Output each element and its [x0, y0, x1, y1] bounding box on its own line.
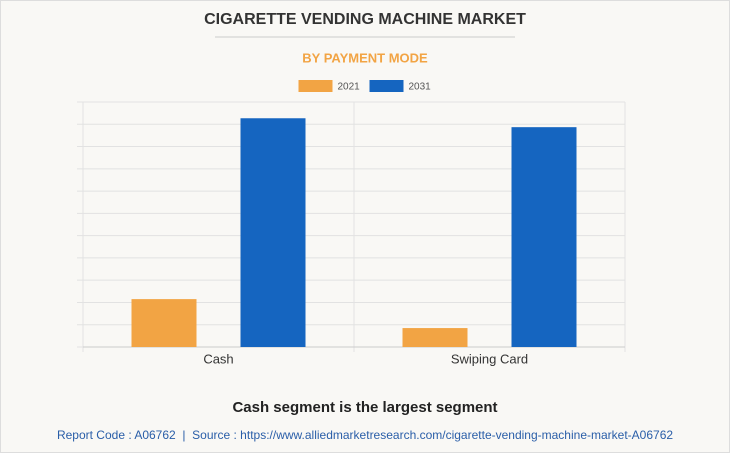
bar [131, 299, 197, 347]
legend-label: 2031 [409, 82, 432, 93]
legend-swatch [298, 80, 333, 92]
legend-label: 2021 [338, 82, 361, 93]
chart-subtitle: BY PAYMENT MODE [302, 50, 428, 65]
bar [511, 127, 577, 347]
caption: Cash segment is the largest segment [232, 399, 497, 416]
bar [240, 118, 306, 347]
x-tick-label: Swiping Card [451, 351, 528, 366]
footer: Report Code : A06762 | Source : https://… [57, 428, 673, 442]
chart-title: CIGARETTE VENDING MACHINE MARKET [204, 11, 526, 28]
bar [402, 328, 468, 347]
x-tick-label: Cash [203, 351, 233, 366]
legend-swatch [369, 80, 404, 92]
